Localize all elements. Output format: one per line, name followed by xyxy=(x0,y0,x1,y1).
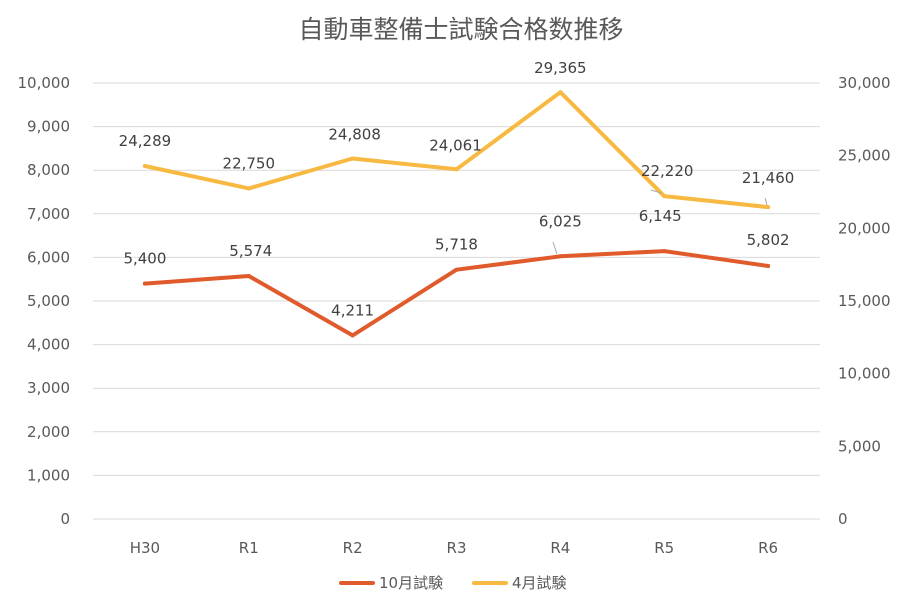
data-label: 5,574 xyxy=(229,242,272,260)
data-label: 6,025 xyxy=(539,212,582,230)
x-tick-label: R1 xyxy=(239,539,259,557)
series-lines xyxy=(142,90,771,338)
left-y-axis: 0 1,000 2,000 3,000 4,000 5,000 6,000 7,000 8,00… xyxy=(18,74,71,528)
data-point xyxy=(662,249,667,254)
right-tick-label: 30,000 xyxy=(838,74,891,92)
data-label: 6,145 xyxy=(639,207,682,225)
right-y-axis: 0 5,000 10,000 15,000 20,000 25,000 30,000 xyxy=(838,74,891,528)
data-label: 24,061 xyxy=(429,136,482,154)
left-tick-label: 4,000 xyxy=(27,336,70,354)
data-point xyxy=(246,273,251,278)
label-leader-line xyxy=(764,197,768,206)
left-tick-label: 3,000 xyxy=(27,379,70,397)
data-label: 5,802 xyxy=(747,231,790,249)
x-tick-label: R4 xyxy=(550,539,570,557)
right-tick-label: 25,000 xyxy=(838,147,891,165)
left-tick-label: 9,000 xyxy=(27,118,70,136)
left-tick-label: 6,000 xyxy=(27,248,70,266)
data-labels: 5,400 5,574 4,211 5,718 6,025 6,145 5,802 24,28… xyxy=(119,59,795,319)
data-label: 5,718 xyxy=(435,236,478,254)
left-tick-label: 8,000 xyxy=(27,161,70,179)
label-leader-line xyxy=(650,189,662,194)
series-line-0 xyxy=(142,249,771,338)
data-label: 22,220 xyxy=(641,162,694,180)
right-tick-label: 0 xyxy=(838,510,848,528)
left-tick-label: 10,000 xyxy=(18,74,71,92)
data-point xyxy=(662,194,667,199)
data-point xyxy=(350,156,355,161)
x-tick-label: R2 xyxy=(343,539,363,557)
left-tick-label: 2,000 xyxy=(27,423,70,441)
chart-title: 自動車整備士試験合格数推移 xyxy=(298,15,623,44)
data-label: 29,365 xyxy=(534,59,587,77)
data-label: 24,808 xyxy=(328,125,381,143)
right-tick-label: 10,000 xyxy=(838,365,891,383)
right-tick-label: 20,000 xyxy=(838,219,891,237)
legend-label-4gatsu: 4月試験 xyxy=(512,574,567,592)
data-point xyxy=(246,186,251,191)
x-axis: H30 R1 R2 R3 R4 R5 R6 xyxy=(130,539,778,557)
right-tick-label: 15,000 xyxy=(838,292,891,310)
data-point xyxy=(142,281,147,286)
data-label: 22,750 xyxy=(223,154,276,172)
data-point xyxy=(558,254,563,259)
data-label: 24,289 xyxy=(119,132,172,150)
data-label: 21,460 xyxy=(742,169,795,187)
right-tick-label: 5,000 xyxy=(838,437,881,455)
data-point xyxy=(454,167,459,172)
left-tick-label: 7,000 xyxy=(27,205,70,223)
x-tick-label: R6 xyxy=(758,539,778,557)
data-point xyxy=(454,267,459,272)
data-point xyxy=(350,333,355,338)
left-tick-label: 1,000 xyxy=(27,466,70,484)
data-point xyxy=(766,205,771,210)
label-leader-line xyxy=(552,241,558,255)
legend-label-10gatsu: 10月試験 xyxy=(379,574,443,592)
data-label: 5,400 xyxy=(123,250,166,268)
legend: 10月試験 4月試験 xyxy=(339,574,567,592)
left-tick-label: 5,000 xyxy=(27,292,70,310)
data-point xyxy=(142,163,147,168)
data-label: 4,211 xyxy=(331,301,374,319)
data-point xyxy=(766,264,771,269)
x-tick-label: H30 xyxy=(130,539,160,557)
x-tick-label: R3 xyxy=(447,539,467,557)
left-tick-label: 0 xyxy=(60,510,70,528)
x-tick-label: R5 xyxy=(654,539,674,557)
data-point xyxy=(558,90,563,95)
